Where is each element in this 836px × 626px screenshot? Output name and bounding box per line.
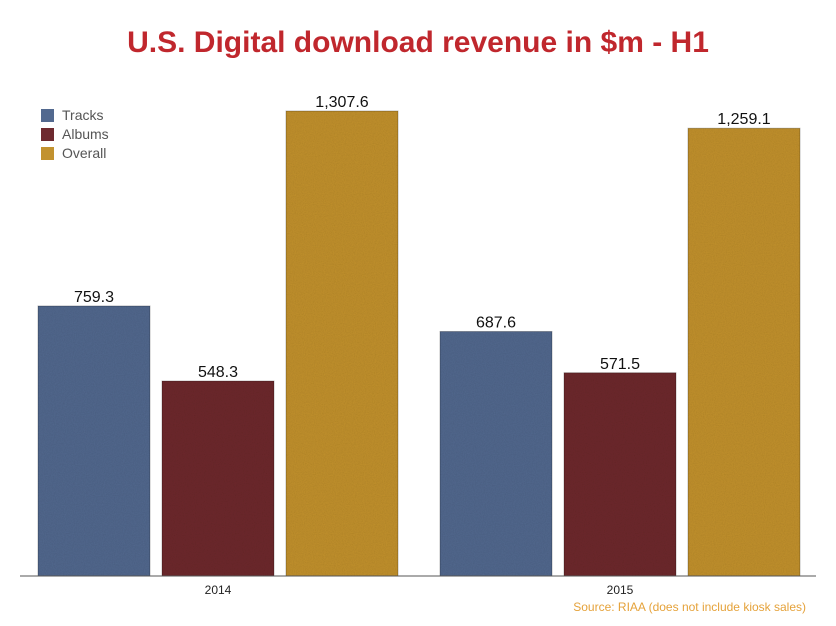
- data-labels: 759.3 548.3 1,307.6 687.6 571.5 1,259.1: [74, 94, 771, 382]
- bar-albums-2014: [162, 381, 274, 576]
- chart-title: U.S. Digital download revenue in $m - H1: [127, 26, 709, 59]
- legend-swatch-overall: [41, 147, 54, 160]
- legend-label-tracks: Tracks: [62, 107, 103, 123]
- data-label-overall-2015: 1,259.1: [717, 111, 770, 128]
- bar-tracks-2014: [38, 305, 150, 576]
- data-label-overall-2014: 1,307.6: [315, 94, 368, 111]
- legend-label-albums: Albums: [62, 126, 109, 142]
- legend-label-overall: Overall: [62, 145, 106, 161]
- x-tick-label-2014: 2014: [205, 583, 232, 597]
- bar-tracks-2015: [440, 331, 552, 576]
- data-label-albums-2015: 571.5: [600, 356, 640, 373]
- legend: Tracks Albums Overall: [41, 107, 109, 161]
- data-label-tracks-2014: 759.3: [74, 289, 114, 306]
- source-note: Source: RIAA (does not include kiosk sal…: [573, 600, 806, 614]
- x-tick-labels: 2014 2015: [205, 583, 634, 597]
- legend-swatch-tracks: [41, 109, 54, 122]
- legend-swatch-albums: [41, 128, 54, 141]
- data-label-tracks-2015: 687.6: [476, 314, 516, 331]
- bar-overall-2015: [688, 128, 800, 576]
- bar-albums-2015: [564, 372, 676, 576]
- bar-overall-2014: [286, 111, 398, 576]
- bars: [37, 110, 801, 577]
- data-label-albums-2014: 548.3: [198, 364, 238, 381]
- x-tick-label-2015: 2015: [607, 583, 634, 597]
